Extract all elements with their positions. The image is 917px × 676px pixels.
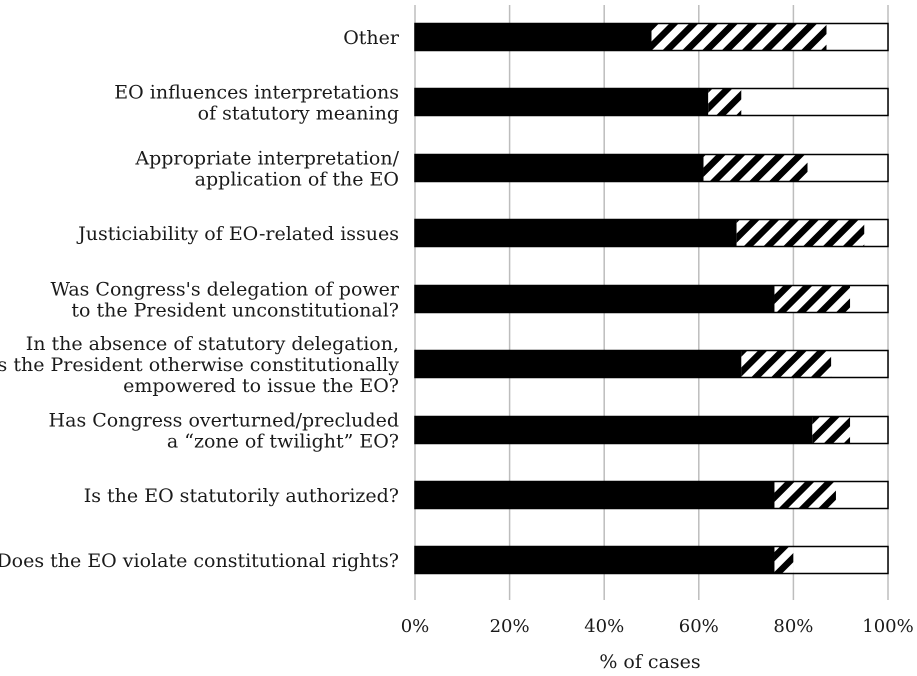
category-label-line: In the absence of statutory delegation, (26, 333, 399, 355)
category-label: In the absence of statutory delegation, i… (0, 333, 399, 397)
x-tick-labels: 0% 20% 40% 60% 80% 100% (401, 616, 914, 637)
category-label-line: EO influences interpretations (114, 82, 399, 104)
category-label-line: to the President unconstitutional? (71, 300, 399, 322)
bar-segment-white (831, 350, 888, 378)
bar-segment-white (807, 154, 888, 182)
category-label: Has Congress overturned/precluded a “zone… (49, 410, 399, 453)
bars (414, 22, 889, 575)
category-label: EO influences interpretations of statutor… (114, 82, 399, 125)
bar-outline (414, 415, 889, 445)
bar-segment-white (864, 219, 888, 247)
bar-segment-solid (415, 285, 775, 313)
bar-outline (414, 480, 889, 510)
category-label: Justiciability of EO-related issues (76, 223, 399, 245)
x-axis-title: % of cases (599, 651, 700, 673)
bar-outline (414, 153, 889, 183)
x-tick-label: 0% (401, 616, 430, 637)
bar-segment-hatched (703, 154, 808, 182)
category-label-line: Justiciability of EO-related issues (76, 223, 399, 245)
category-label-line: Does the EO violate constitutional right… (0, 550, 399, 572)
bar-outline (414, 349, 889, 379)
bar-segment-solid (415, 481, 775, 509)
bar-segment-hatched (812, 416, 851, 444)
category-label-line: Appropriate interpretation/ (134, 148, 399, 170)
bar-outline (414, 87, 889, 117)
category-label-line: Was Congress's delegation of power (50, 279, 399, 301)
bar-segment-solid (415, 23, 652, 51)
x-tick-label: 100% (862, 616, 913, 637)
bar-segment-hatched (774, 546, 794, 574)
bar-outline (414, 545, 889, 575)
category-label: Appropriate interpretation/application o… (134, 148, 399, 191)
bar-segment-hatched (651, 23, 827, 51)
category-label: Other (343, 27, 400, 49)
category-label-line: Is the EO statutorily authorized? (84, 485, 399, 507)
bar-segment-hatched (774, 285, 851, 313)
bar-segment-solid (415, 219, 737, 247)
bar-outline (414, 22, 889, 52)
bar-segment-white (835, 481, 888, 509)
category-label-line: is the President otherwise constitutiona… (0, 354, 399, 376)
bar-segment-hatched (774, 481, 836, 509)
bar-segment-solid (415, 546, 775, 574)
bar-segment-solid (415, 88, 709, 116)
x-tick-label: 80% (773, 616, 813, 637)
bar-segment-white (826, 23, 888, 51)
x-tick-label: 20% (490, 616, 530, 637)
category-labels: Other EO influences interpretations of sta… (0, 27, 400, 572)
bar-segment-hatched (708, 88, 742, 116)
category-label-line: empowered to issue the EO? (123, 375, 399, 397)
category-label-line: application of the EO (195, 169, 399, 191)
category-label: Is the EO statutorily authorized? (84, 485, 399, 507)
category-label-line: of statutory meaning (198, 103, 399, 125)
bar-segment-white (850, 416, 888, 444)
bar-segment-solid (415, 416, 813, 444)
category-label: Was Congress's delegation of power to the… (50, 279, 399, 322)
bar-outline (414, 284, 889, 314)
bar-segment-solid (415, 154, 704, 182)
bar-segment-white (793, 546, 888, 574)
category-label-line: Other (343, 27, 400, 49)
category-label: Does the EO violate constitutional right… (0, 550, 399, 572)
bar-segment-hatched (736, 219, 865, 247)
bar-segment-solid (415, 350, 742, 378)
bar-segment-hatched (741, 350, 832, 378)
category-label-line: a “zone of twilight” EO? (167, 431, 399, 453)
x-tick-label: 40% (584, 616, 624, 637)
bar-outline (414, 218, 889, 248)
bar-segment-white (741, 88, 888, 116)
bar-segment-white (850, 285, 888, 313)
category-label-line: Has Congress overturned/precluded (49, 410, 399, 432)
x-tick-label: 60% (679, 616, 719, 637)
